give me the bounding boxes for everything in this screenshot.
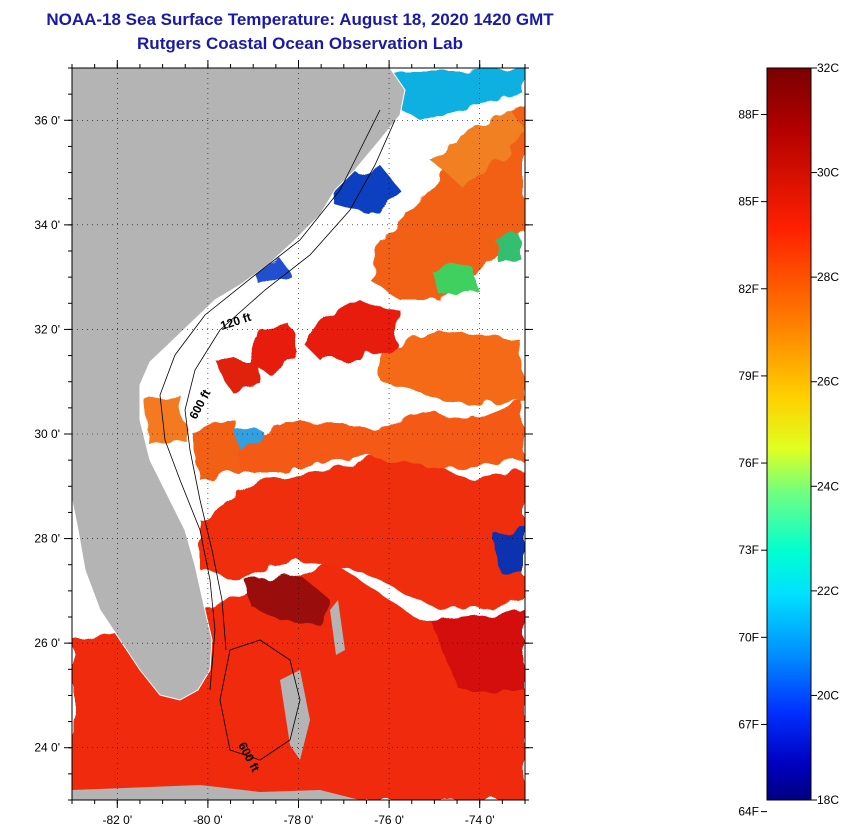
sst-colorbar <box>766 67 812 801</box>
lat-tick-label: 32 0' <box>34 322 60 336</box>
colorbar-f-label: 79F <box>738 369 759 383</box>
colorbar-f-label: 88F <box>738 107 759 121</box>
map-title: NOAA-18 Sea Surface Temperature: August … <box>46 10 554 29</box>
contour-600ft <box>184 119 396 651</box>
lat-tick-label: 28 0' <box>34 532 60 546</box>
colorbar-c-label: 18C <box>817 793 839 807</box>
colorbar-f-label: 70F <box>738 630 759 644</box>
lat-tick-label: 30 0' <box>34 427 60 441</box>
lon-tick-label: -74 0' <box>465 813 495 827</box>
colorbar-c-label: 28C <box>817 270 839 284</box>
map-subtitle: Rutgers Coastal Ocean Observation Lab <box>137 34 463 53</box>
colorbar-f-label: 64F <box>738 805 759 819</box>
colorbar-f-label: 67F <box>738 717 759 731</box>
land-bahamas-andros <box>280 670 310 760</box>
contour-600ft-bahamas <box>219 639 301 761</box>
lon-tick-label: -76 0' <box>374 813 404 827</box>
colorbar-labels: 32C 30C 28C 26C 24C 22C 20C 18C 88F 85F 82F 79F 76F 7… <box>738 61 839 819</box>
colorbar-c-label: 30C <box>817 166 839 180</box>
contour-120ft <box>159 109 381 691</box>
colorbar-c-label: 26C <box>817 375 839 389</box>
axis-ticks: -82 0' -80 0' -78 0' -76 0' -74 0' 24 0' 26 0'… <box>34 60 533 827</box>
colorbar-f-label: 82F <box>738 282 759 296</box>
lat-tick-label: 36 0' <box>34 113 60 127</box>
lon-tick-label: -82 0' <box>102 813 132 827</box>
colorbar-c-label: 32C <box>817 61 839 75</box>
land-bahamas-eleuthera <box>330 600 345 655</box>
colorbar-f-label: 85F <box>738 195 759 209</box>
map-grid <box>72 68 525 800</box>
lon-tick-label: -78 0' <box>284 813 314 827</box>
lat-tick-label: 26 0' <box>34 636 60 650</box>
colorbar-f-label: 73F <box>738 543 759 557</box>
colorbar-c-label: 22C <box>817 584 839 598</box>
lat-tick-label: 34 0' <box>34 218 60 232</box>
land-cuba <box>72 785 360 800</box>
colorbar-f-label: 76F <box>738 456 759 470</box>
lat-tick-label: 24 0' <box>34 741 60 755</box>
colorbar-c-label: 24C <box>817 479 839 493</box>
colorbar-c-label: 20C <box>817 688 839 702</box>
lon-tick-label: -80 0' <box>193 813 223 827</box>
